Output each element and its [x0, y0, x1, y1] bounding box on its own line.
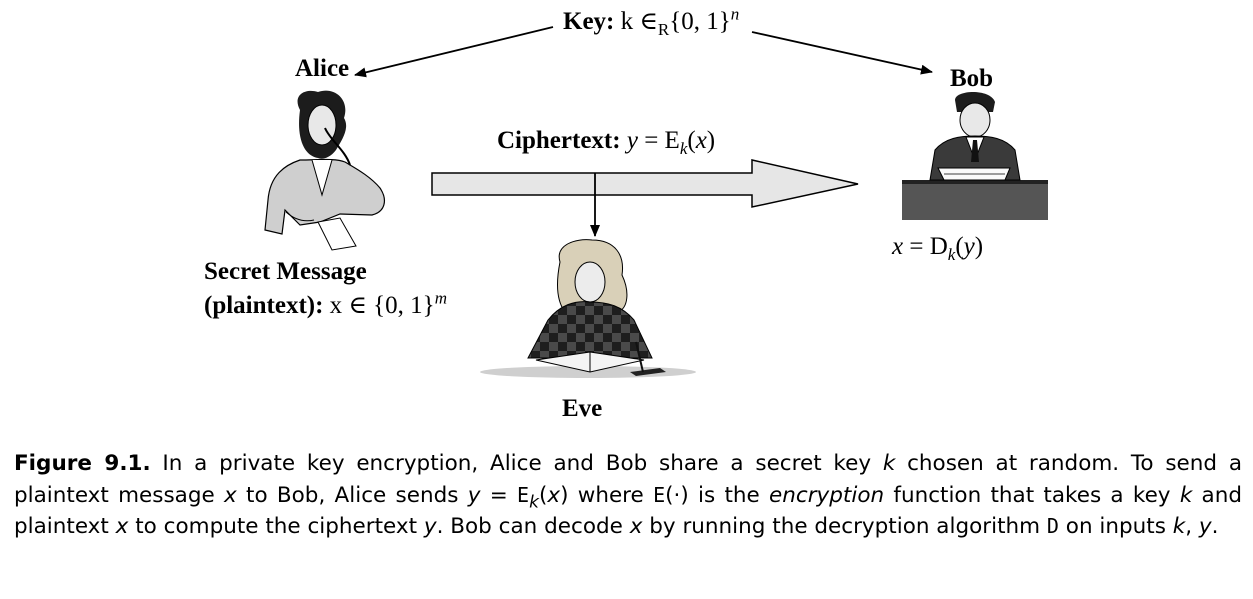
caption-math: x [547, 482, 561, 508]
decrypt-sub: k [947, 245, 956, 264]
alice-illustration [264, 90, 386, 251]
eve-illustration [480, 239, 696, 378]
caption-text: = [480, 482, 518, 508]
ciphertext-eq: = E [637, 127, 680, 154]
key-label-sup: n [730, 4, 740, 24]
caption-math: y [467, 482, 481, 508]
decrypt-open: ( [955, 233, 964, 260]
caption-text: and plaintext [14, 482, 1242, 540]
encryption-diagram [264, 26, 1048, 378]
figure-caption: Figure 9.1. In a private key encryption,… [14, 448, 1242, 543]
caption-text: , [1185, 514, 1199, 539]
caption-text: (·) is the [665, 482, 770, 508]
caption-math: E [653, 482, 666, 507]
key-to-alice-arrow [354, 26, 554, 78]
ciphertext-label-bold: Ciphertext: [497, 127, 621, 154]
message-line2: (plaintext): x ∈ {0, 1}m [204, 288, 447, 320]
caption-math: y [1198, 514, 1212, 539]
caption-figure-number: Figure 9.1. [14, 451, 151, 476]
decrypt-arg: y [963, 233, 975, 260]
ciphertext-arrow [431, 159, 859, 208]
key-label-sub: R [657, 20, 670, 39]
caption-math: k [1172, 514, 1186, 539]
caption-math: k [882, 451, 896, 476]
caption-text: ) where [560, 482, 654, 508]
caption-math: x [224, 482, 237, 508]
key-label-in: ∈ [633, 8, 658, 35]
key-label-set: {0, 1} [669, 8, 731, 35]
caption-text: by running the decryption algorithm [642, 514, 1047, 539]
caption-emphasis: encryption [769, 482, 885, 508]
message-line2-math: x ∈ {0, 1} [323, 292, 435, 319]
key-to-bob-arrow [751, 31, 933, 75]
ciphertext-sub: k [679, 139, 688, 158]
caption-math: k [529, 491, 539, 512]
message-line2-bold: (plaintext): [204, 292, 324, 319]
ciphertext-y: y [626, 127, 638, 154]
bob-illustration [902, 92, 1048, 220]
caption-math: D [1046, 514, 1059, 538]
caption-text: . Bob can decode [436, 514, 630, 539]
caption-math: x [115, 514, 129, 539]
key-label-k: k [620, 8, 634, 35]
ciphertext-close: ) [706, 127, 716, 154]
caption-text: function that takes a key [884, 482, 1180, 508]
decrypt-close: ) [974, 233, 984, 260]
bob-name: Bob [950, 65, 994, 92]
caption-math: x [629, 514, 643, 539]
message-line2-sup: m [434, 288, 447, 308]
message-line1: Secret Message [204, 258, 367, 285]
ciphertext-arg: x [695, 127, 707, 154]
caption-text: In a private key encryption, Alice and B… [150, 451, 883, 476]
caption-math: k [1179, 482, 1193, 508]
key-label-bold: Key: [563, 8, 615, 35]
caption-text: chosen at random. To send a plaintext me… [14, 451, 1242, 508]
alice-name: Alice [295, 55, 350, 82]
caption-text: on inputs [1058, 514, 1173, 539]
key-label: Key: k ∈R{0, 1}n [563, 4, 740, 39]
caption-text: to Bob, Alice sends [236, 482, 468, 508]
caption-text: . [1211, 514, 1219, 539]
bob-decrypt-label: x = Dk(y) [892, 233, 984, 264]
caption-text: ( [538, 482, 548, 508]
decrypt-x: x [892, 233, 904, 260]
ciphertext-open: ( [687, 127, 696, 154]
ciphertext-label: Ciphertext: y = Ek(x) [497, 127, 716, 158]
caption-text: to compute the ciphertext [128, 514, 424, 539]
eve-name: Eve [562, 395, 603, 422]
caption-math: E [517, 482, 530, 507]
caption-math: y [423, 514, 437, 539]
decrypt-eq: = D [903, 233, 948, 260]
